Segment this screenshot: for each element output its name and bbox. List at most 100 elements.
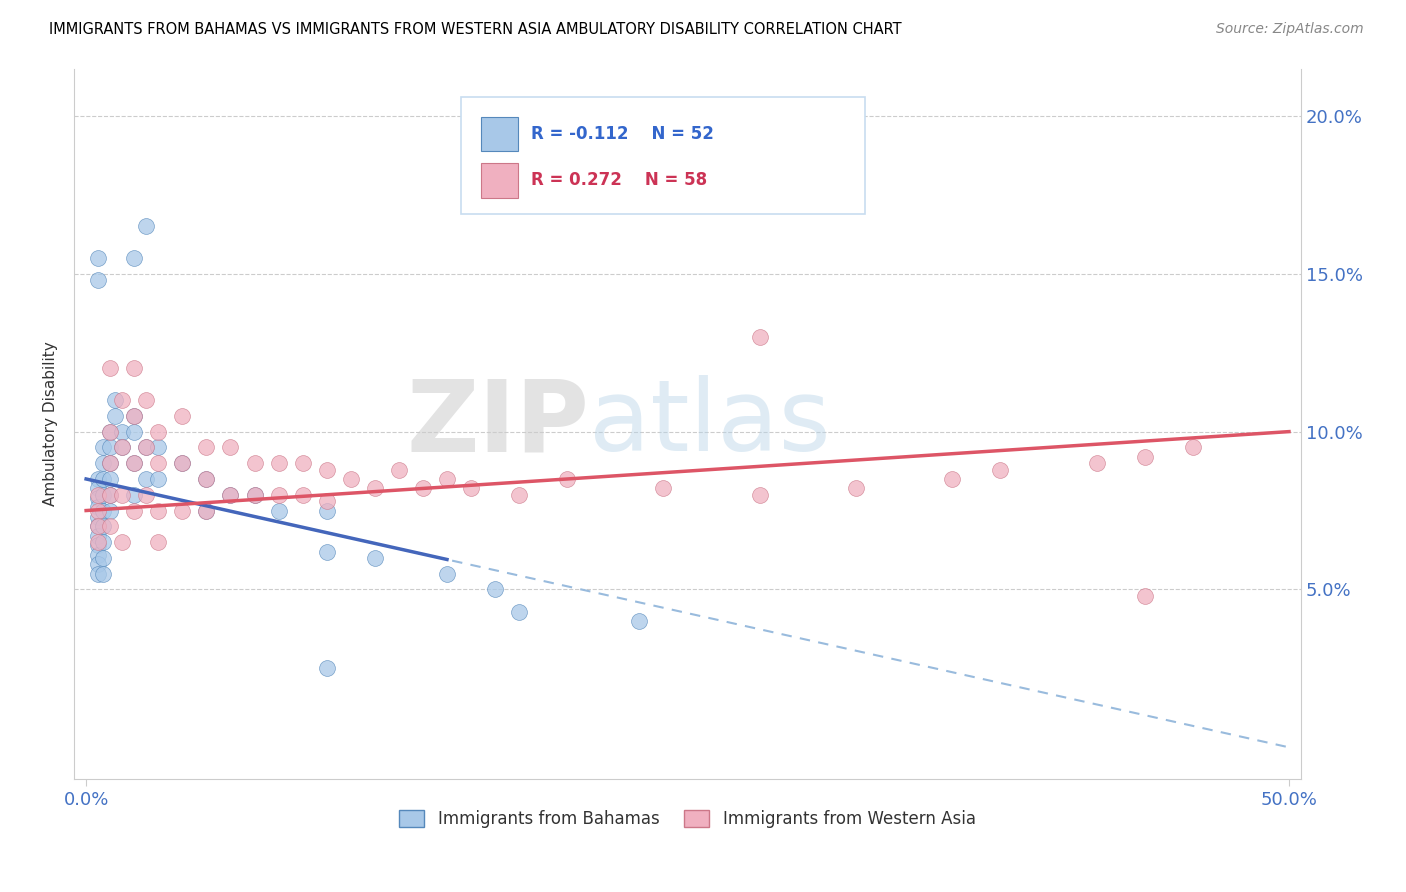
Point <box>98 441 121 455</box>
Point <box>652 482 675 496</box>
Point <box>87 566 110 581</box>
Point <box>748 488 770 502</box>
Point <box>460 482 482 496</box>
Point <box>484 582 506 597</box>
Point <box>111 441 134 455</box>
Point <box>87 538 110 552</box>
Point <box>111 425 134 439</box>
Y-axis label: Ambulatory Disability: Ambulatory Disability <box>44 342 58 506</box>
Point <box>845 482 868 496</box>
FancyBboxPatch shape <box>461 97 866 214</box>
Point <box>87 548 110 562</box>
Point <box>315 544 337 558</box>
Point <box>135 441 157 455</box>
Point <box>91 456 114 470</box>
Point <box>219 488 242 502</box>
Point <box>748 330 770 344</box>
Point <box>87 519 110 533</box>
Point <box>104 409 127 423</box>
Text: R = 0.272    N = 58: R = 0.272 N = 58 <box>530 170 707 189</box>
Point <box>135 472 157 486</box>
Point <box>87 488 110 502</box>
Point <box>988 462 1011 476</box>
Point <box>98 456 121 470</box>
Point <box>87 535 110 549</box>
Text: atlas: atlas <box>589 376 831 472</box>
FancyBboxPatch shape <box>481 163 519 197</box>
Point <box>219 441 242 455</box>
Point <box>87 509 110 524</box>
Point <box>555 472 578 486</box>
Text: IMMIGRANTS FROM BAHAMAS VS IMMIGRANTS FROM WESTERN ASIA AMBULATORY DISABILITY CO: IMMIGRANTS FROM BAHAMAS VS IMMIGRANTS FR… <box>49 22 901 37</box>
Point <box>98 488 121 502</box>
Point <box>148 456 170 470</box>
Point <box>91 441 114 455</box>
Point <box>122 503 145 517</box>
Point <box>148 472 170 486</box>
Point <box>148 535 170 549</box>
Point <box>98 456 121 470</box>
Point <box>1085 456 1108 470</box>
Point <box>436 566 458 581</box>
Point <box>122 361 145 376</box>
Point <box>364 550 387 565</box>
Point <box>87 273 110 287</box>
Point <box>87 558 110 572</box>
Point <box>135 219 157 234</box>
Point <box>91 566 114 581</box>
Point <box>243 488 266 502</box>
Point <box>87 482 110 496</box>
Point <box>111 392 134 407</box>
Point <box>122 409 145 423</box>
Point <box>436 472 458 486</box>
Point <box>87 503 110 517</box>
Point <box>628 614 651 628</box>
Point <box>508 488 530 502</box>
Point <box>104 392 127 407</box>
Point <box>243 488 266 502</box>
Point <box>195 441 218 455</box>
Point <box>135 488 157 502</box>
Text: Source: ZipAtlas.com: Source: ZipAtlas.com <box>1216 22 1364 37</box>
Point <box>87 529 110 543</box>
Point <box>315 462 337 476</box>
Point <box>87 519 110 533</box>
Point <box>87 251 110 265</box>
Point <box>122 251 145 265</box>
Point <box>172 409 194 423</box>
Point <box>111 441 134 455</box>
Point <box>122 456 145 470</box>
Point <box>148 425 170 439</box>
Point <box>219 488 242 502</box>
Point <box>941 472 963 486</box>
Point <box>98 361 121 376</box>
Point <box>91 535 114 549</box>
Point <box>315 503 337 517</box>
Point <box>172 456 194 470</box>
Point <box>508 605 530 619</box>
Point <box>1181 441 1204 455</box>
Point <box>98 519 121 533</box>
Point <box>315 661 337 675</box>
Point <box>98 472 121 486</box>
Point <box>91 503 114 517</box>
Point <box>111 488 134 502</box>
Text: ZIP: ZIP <box>406 376 589 472</box>
Point <box>98 503 121 517</box>
Legend: Immigrants from Bahamas, Immigrants from Western Asia: Immigrants from Bahamas, Immigrants from… <box>392 803 983 835</box>
Point <box>148 441 170 455</box>
Point <box>135 441 157 455</box>
Point <box>87 472 110 486</box>
Point <box>98 425 121 439</box>
Point <box>291 456 314 470</box>
Point <box>267 488 290 502</box>
Point <box>412 482 434 496</box>
Point <box>98 425 121 439</box>
Point <box>267 456 290 470</box>
Point <box>87 500 110 515</box>
Point <box>148 503 170 517</box>
Point <box>291 488 314 502</box>
Point <box>195 472 218 486</box>
Point <box>267 503 290 517</box>
Text: R = -0.112    N = 52: R = -0.112 N = 52 <box>530 125 713 143</box>
